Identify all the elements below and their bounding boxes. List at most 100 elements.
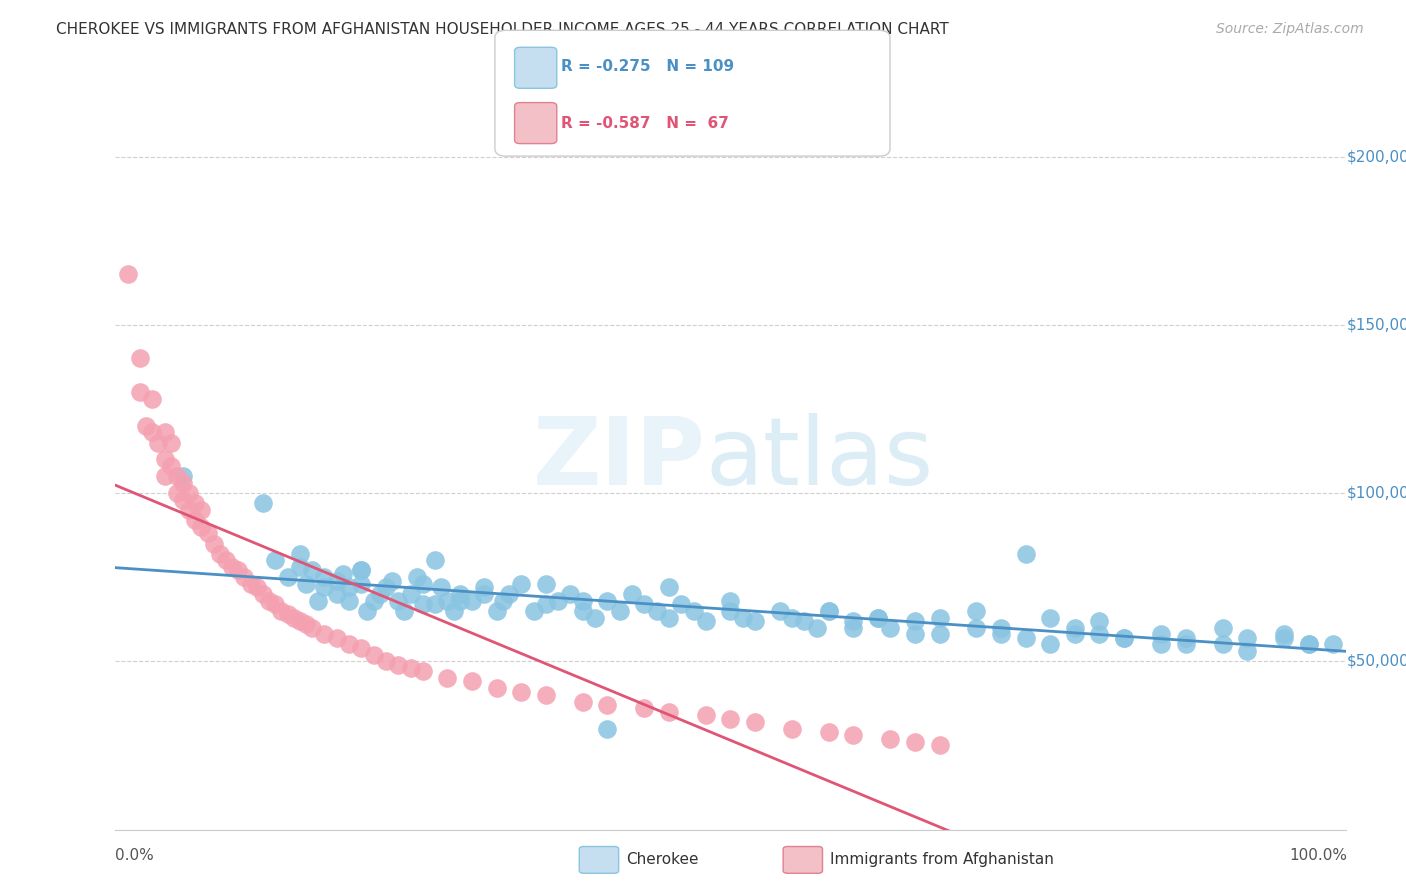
Point [1236,631,1258,645]
Text: Cherokee: Cherokee [626,853,699,867]
Text: R = -0.587   N =  67: R = -0.587 N = 67 [561,116,728,130]
Point [314,627,336,641]
Point [720,593,742,607]
Point [866,610,890,624]
Point [425,553,447,567]
Point [288,614,311,628]
Point [1236,644,1258,658]
Point [228,564,250,578]
Point [1088,614,1111,628]
Point [252,587,274,601]
Point [928,739,950,753]
Text: 0.0%: 0.0% [115,848,155,863]
Point [928,610,950,624]
Text: $100,000: $100,000 [1347,485,1406,500]
Point [866,610,890,624]
Point [695,708,717,723]
Point [283,610,305,624]
Point [1272,631,1295,645]
Point [246,580,269,594]
Point [523,604,546,618]
Point [472,587,495,601]
Point [596,722,619,736]
Point [350,564,373,578]
Point [350,640,373,655]
Point [818,725,841,739]
Point [184,496,207,510]
Point [135,418,157,433]
Point [337,580,360,594]
Point [818,604,841,618]
Point [129,351,152,366]
Point [277,570,299,584]
Text: Source: ZipAtlas.com: Source: ZipAtlas.com [1216,22,1364,37]
Point [412,665,434,679]
Point [1063,621,1085,635]
Point [1174,631,1197,645]
Point [153,425,176,440]
Point [117,268,139,282]
Point [1039,610,1062,624]
Point [172,475,194,490]
Point [571,695,595,709]
Point [793,614,815,628]
Point [744,614,766,628]
Point [769,604,792,618]
Text: $200,000: $200,000 [1347,149,1406,164]
Point [461,593,484,607]
Point [153,452,176,467]
Point [141,425,163,440]
Point [658,580,681,594]
Point [842,728,865,742]
Point [325,587,349,601]
Point [720,604,742,618]
Point [534,688,557,702]
Point [498,587,520,601]
Point [436,671,458,685]
Point [1298,637,1320,651]
Point [560,587,582,601]
Point [197,526,219,541]
Point [510,577,533,591]
Point [314,570,336,584]
Point [394,604,416,618]
Point [492,593,515,607]
Point [129,385,152,400]
Point [534,597,557,611]
Point [928,627,950,641]
Point [425,597,447,611]
Point [904,627,927,641]
Point [405,570,427,584]
Point [166,469,188,483]
Point [412,577,434,591]
Point [658,705,681,719]
Point [363,648,385,662]
Point [233,570,256,584]
Point [252,496,274,510]
Point [720,712,742,726]
Point [534,577,557,591]
Text: atlas: atlas [706,413,934,506]
Point [387,593,409,607]
Point [1174,637,1197,651]
Point [295,617,318,632]
Point [1088,627,1111,641]
Point [264,553,287,567]
Point [472,580,495,594]
Point [215,553,238,567]
Point [325,631,349,645]
Point [443,604,465,618]
Point [314,580,336,594]
Point [990,621,1012,635]
Point [387,657,409,672]
Text: R = -0.275   N = 109: R = -0.275 N = 109 [561,60,734,74]
Point [166,486,188,500]
Point [325,574,349,588]
Point [1014,631,1036,645]
Point [904,735,927,749]
Point [374,580,398,594]
Point [332,566,354,581]
Point [172,469,194,483]
Point [363,593,385,607]
Point [485,604,508,618]
